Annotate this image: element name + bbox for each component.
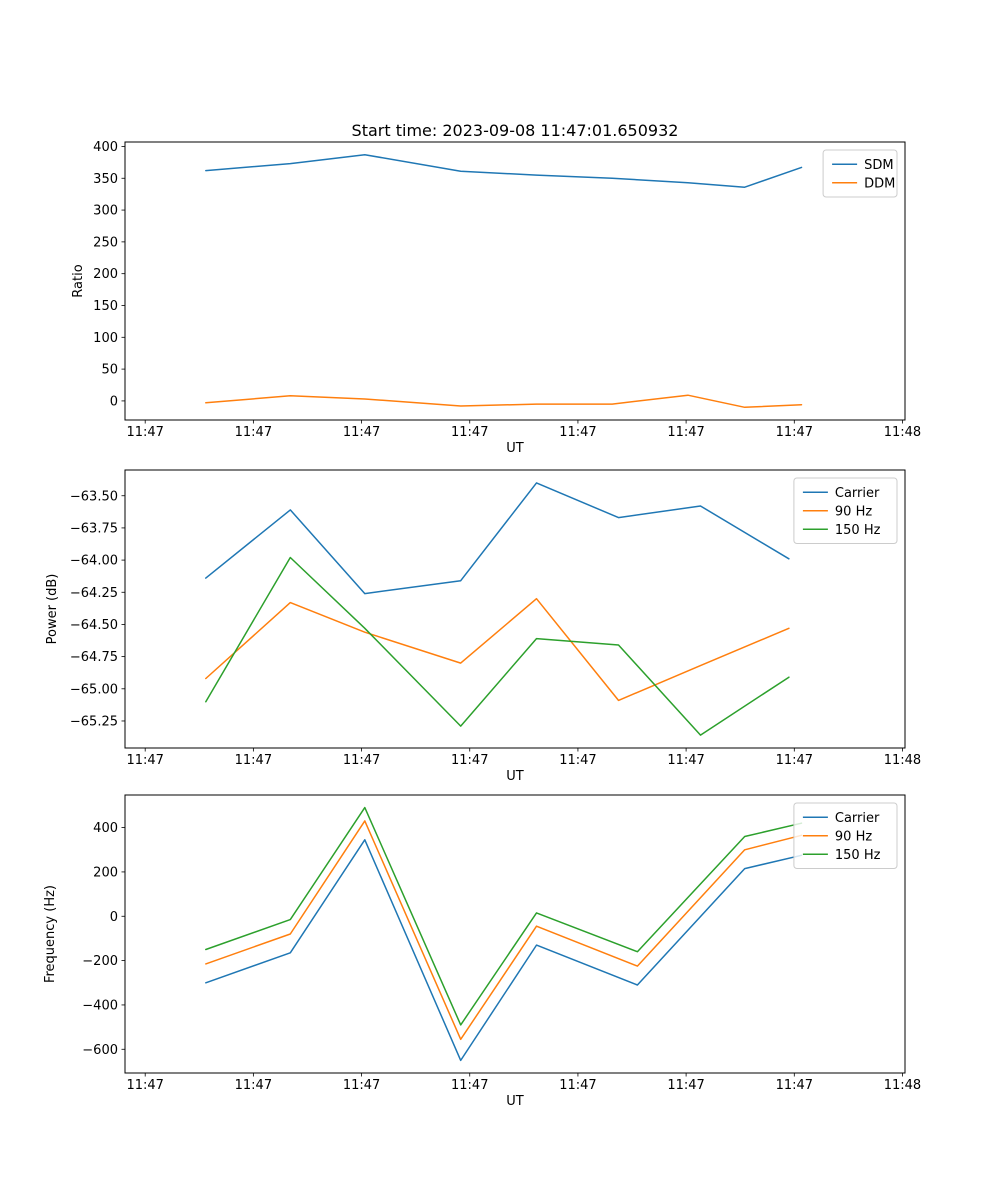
- y-axis-label: Ratio: [71, 264, 86, 297]
- legend-box: [793, 477, 898, 544]
- x-tick-label: 11:47: [235, 425, 272, 440]
- chart-canvas: 11:47 11:47 11:47 11:47 11:47 11:47 11:47 11:48…: [71, 140, 921, 456]
- legend: Carrier 90 Hz 150 Hz: [793, 477, 898, 544]
- plot-border: [124, 794, 906, 1074]
- x-axis: 11:47 11:47 11:47 11:47 11:47 11:47 11:47 11:48: [126, 1073, 921, 1093]
- y-tick-label: −200: [82, 954, 118, 969]
- series-line-sdm: [205, 153, 803, 188]
- y-tick-label: 0: [110, 910, 118, 925]
- y-tick-label: −400: [82, 998, 118, 1013]
- y-tick-label: −65.25: [70, 715, 118, 730]
- x-tick-label: 11:47: [126, 1078, 163, 1093]
- y-tick-label: −600: [82, 1043, 118, 1058]
- chart-power: 11:47 11:47 11:47 11:47 11:47 11:47 11:47 11:48…: [0, 458, 1000, 798]
- legend-box: [822, 149, 898, 198]
- y-tick-label: −64.25: [70, 586, 118, 601]
- legend-label: Carrier: [835, 486, 880, 501]
- chart-canvas: 11:47 11:47 11:47 11:47 11:47 11:47 11:47 11:48…: [45, 469, 921, 784]
- x-tick-label: 11:47: [343, 753, 380, 768]
- x-tick-label: 11:47: [451, 1078, 488, 1093]
- x-tick-label: 11:48: [884, 753, 921, 768]
- x-axis-label: UT: [506, 769, 524, 784]
- x-tick-label: 11:47: [776, 753, 813, 768]
- series-line-150-hz: [205, 806, 803, 1026]
- y-tick-label: 0: [110, 394, 118, 409]
- y-tick-label: −63.75: [70, 521, 118, 536]
- x-tick-label: 11:47: [559, 425, 596, 440]
- x-axis-label: UT: [506, 441, 524, 456]
- y-tick-label: 250: [93, 235, 118, 250]
- y-tick-label: 400: [93, 140, 118, 155]
- x-tick-label: 11:47: [126, 425, 163, 440]
- y-tick-label: 400: [93, 821, 118, 836]
- legend-box: [793, 802, 898, 869]
- y-tick-label: 50: [101, 363, 118, 378]
- x-tick-label: 11:48: [884, 1078, 921, 1093]
- series-line-ddm: [205, 394, 803, 409]
- legend: SDM DDM: [822, 149, 898, 198]
- y-tick-label: 150: [93, 299, 118, 314]
- y-tick-label: −65.00: [70, 682, 118, 697]
- y-tick-label: −64.50: [70, 618, 118, 633]
- y-axis-label: Frequency (Hz): [43, 885, 58, 983]
- y-tick-label: 200: [93, 865, 118, 880]
- x-tick-label: 11:48: [884, 425, 921, 440]
- x-tick-label: 11:47: [451, 753, 488, 768]
- legend-label: 150 Hz: [835, 523, 881, 538]
- x-tick-label: 11:47: [667, 1078, 704, 1093]
- x-tick-label: 11:47: [559, 1078, 596, 1093]
- series-line-carrier: [205, 482, 790, 595]
- y-tick-label: 300: [93, 204, 118, 219]
- legend-label: SDM: [864, 158, 893, 173]
- y-tick-label: −63.50: [70, 489, 118, 504]
- legend-label: 90 Hz: [835, 504, 872, 519]
- chart-frequency: 11:47 11:47 11:47 11:47 11:47 11:47 11:47 11:48…: [0, 783, 1000, 1123]
- x-tick-label: 11:47: [343, 1078, 380, 1093]
- plot-border: [124, 141, 906, 421]
- x-axis: 11:47 11:47 11:47 11:47 11:47 11:47 11:47 11:48: [126, 748, 921, 768]
- y-axis: −600 −400 −200 0 200 400: [82, 821, 125, 1058]
- y-tick-label: 350: [93, 172, 118, 187]
- y-tick-label: 200: [93, 267, 118, 282]
- plot-border: [124, 469, 906, 749]
- y-tick-label: −64.00: [70, 554, 118, 569]
- y-tick-label: 100: [93, 331, 118, 346]
- legend: Carrier 90 Hz 150 Hz: [793, 802, 898, 869]
- legend-label: 150 Hz: [835, 848, 881, 863]
- x-tick-label: 11:47: [343, 425, 380, 440]
- x-tick-label: 11:47: [451, 425, 488, 440]
- series-line-90-hz: [205, 597, 790, 702]
- x-tick-label: 11:47: [126, 753, 163, 768]
- x-tick-label: 11:47: [235, 753, 272, 768]
- x-tick-label: 11:47: [559, 753, 596, 768]
- y-tick-label: −64.75: [70, 650, 118, 665]
- chart-canvas: 11:47 11:47 11:47 11:47 11:47 11:47 11:47 11:48…: [43, 794, 921, 1109]
- series-line-carrier: [205, 839, 803, 1062]
- y-axis: −65.25 −65.00 −64.75 −64.50 −64.25 −64.00 −63.…: [70, 489, 125, 730]
- x-axis-label: UT: [506, 1094, 524, 1109]
- y-axis: 0 50 100 150 200 250 300 350 400: [93, 140, 125, 409]
- x-tick-label: 11:47: [776, 1078, 813, 1093]
- legend-label: Carrier: [835, 811, 880, 826]
- legend-label: DDM: [864, 176, 895, 191]
- legend-label: 90 Hz: [835, 829, 872, 844]
- x-tick-label: 11:47: [235, 1078, 272, 1093]
- figure-title: Start time: 2023-09-08 11:47:01.650932: [351, 121, 679, 140]
- x-tick-label: 11:47: [667, 753, 704, 768]
- x-axis: 11:47 11:47 11:47 11:47 11:47 11:47 11:47 11:48: [126, 420, 921, 440]
- y-axis-label: Power (dB): [45, 574, 60, 645]
- series-line-90-hz: [205, 820, 803, 1041]
- series-line-150-hz: [205, 556, 790, 736]
- x-tick-label: 11:47: [667, 425, 704, 440]
- x-tick-label: 11:47: [776, 425, 813, 440]
- chart-ratio: 11:47 11:47 11:47 11:47 11:47 11:47 11:47 11:48…: [0, 130, 1000, 470]
